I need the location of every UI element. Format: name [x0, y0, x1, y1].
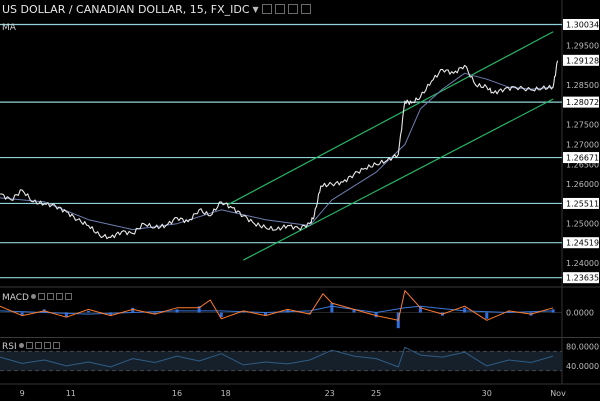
macd-label: MACD — [2, 293, 29, 303]
level-label-box — [563, 96, 599, 108]
last-price-label: 1.29128 — [566, 56, 599, 65]
close-icon[interactable] — [43, 342, 51, 349]
macd-histogram-bar — [264, 312, 268, 316]
macd-histogram-bar — [507, 310, 511, 313]
eye-icon[interactable] — [261, 4, 272, 14]
time-tick-label: 11 — [66, 389, 76, 398]
macd-histogram-bar — [109, 312, 113, 316]
gear-icon[interactable] — [34, 342, 42, 349]
rsi-indicator-label[interactable]: RSI — [2, 341, 60, 354]
macd-histogram-bar — [87, 310, 91, 313]
macd-tick-label: 0.0000 — [566, 309, 594, 318]
price-tick-label: 1.29500 — [566, 42, 599, 51]
time-tick-label: 9 — [20, 389, 25, 398]
price-tick-label: 1.24000 — [566, 259, 599, 268]
rsi-tick-label: 80.0000 — [566, 342, 599, 351]
more-icon[interactable] — [52, 342, 60, 349]
time-tick-label: Nov — [550, 389, 566, 398]
level-label-box — [563, 18, 599, 30]
time-tick-label: 18 — [221, 389, 231, 398]
visibility-dot-icon[interactable] — [18, 343, 24, 348]
caret-down-icon[interactable]: ▼ — [252, 5, 259, 14]
macd-histogram-bar — [219, 312, 223, 318]
macd-histogram-bar — [463, 307, 467, 313]
level-label: 1.23635 — [566, 274, 599, 283]
channel-line-lower — [243, 98, 554, 261]
level-label-box — [563, 272, 599, 284]
ma-line — [0, 72, 554, 231]
macd-histogram-bar — [64, 312, 68, 318]
macd-histogram-bar — [551, 309, 555, 313]
price-tick-label: 1.26000 — [566, 180, 599, 189]
level-label-box — [563, 197, 599, 209]
price-tick-label: 1.28500 — [566, 81, 599, 90]
gear-icon[interactable] — [274, 4, 285, 14]
rsi-label: RSI — [2, 342, 17, 352]
level-label-box — [563, 152, 599, 164]
more-icon[interactable] — [300, 4, 311, 14]
price-tick-label: 1.27500 — [566, 121, 599, 130]
time-tick-label: 23 — [325, 389, 335, 398]
eye-icon[interactable] — [25, 342, 33, 349]
gear-icon[interactable] — [46, 293, 54, 300]
macd-histogram-bar — [418, 306, 422, 313]
level-label: 1.30034 — [566, 20, 599, 29]
more-icon[interactable] — [64, 293, 72, 300]
macd-histogram-bar — [197, 306, 201, 313]
level-label: 1.26671 — [566, 154, 599, 163]
macd-histogram-bar — [20, 312, 24, 316]
time-tick-label: 30 — [482, 389, 492, 398]
level-label: 1.25511 — [566, 199, 599, 208]
macd-indicator-label[interactable]: MACD — [2, 292, 72, 305]
eye-icon[interactable] — [37, 293, 45, 300]
level-label-box — [563, 237, 599, 249]
rsi-tick-label: 40.0000 — [566, 362, 599, 371]
close-icon[interactable] — [287, 4, 298, 14]
rsi-band — [0, 351, 562, 371]
macd-histogram-bar — [153, 312, 157, 315]
level-label: 1.28072 — [566, 98, 599, 107]
price-line — [0, 60, 559, 240]
macd-histogram-bar — [330, 303, 334, 313]
macd-histogram-bar — [485, 312, 489, 319]
ma-indicator-label[interactable]: MA — [2, 22, 16, 35]
chart-header: US DOLLAR / CANADIAN DOLLAR, 15, FX_IDC ▼ — [2, 3, 311, 16]
macd-histogram-bar — [286, 309, 290, 313]
time-tick-label: 16 — [172, 389, 182, 398]
macd-histogram-bar — [131, 307, 135, 313]
visibility-dot-icon[interactable] — [30, 294, 36, 299]
level-label: 1.24519 — [566, 239, 599, 248]
symbol-title[interactable]: US DOLLAR / CANADIAN DOLLAR, 15, FX_IDC — [2, 3, 250, 16]
macd-line — [0, 290, 554, 321]
macd-histogram-bar — [352, 309, 356, 313]
rsi-line — [0, 346, 554, 368]
last-price-box — [563, 54, 599, 66]
time-tick-label: 25 — [371, 389, 381, 398]
macd-histogram-bar — [374, 312, 378, 318]
price-tick-label: 1.26500 — [566, 160, 599, 169]
close-icon[interactable] — [55, 293, 63, 300]
channel-line-upper — [227, 31, 554, 206]
price-tick-label: 1.27000 — [566, 141, 599, 150]
ma-label: MA — [2, 23, 16, 33]
price-tick-label: 1.25000 — [566, 220, 599, 229]
